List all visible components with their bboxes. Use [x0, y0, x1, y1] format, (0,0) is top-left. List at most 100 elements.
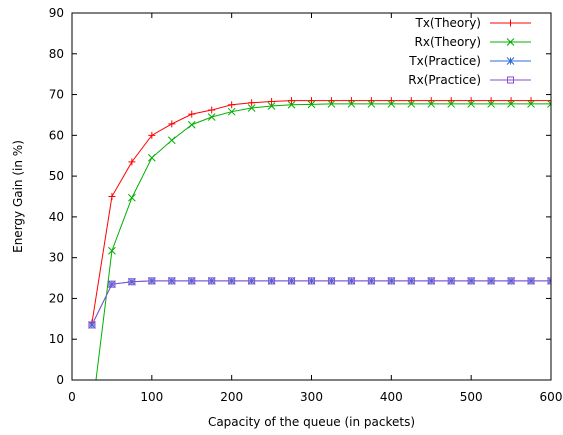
x-tick-label: 500: [460, 390, 483, 404]
x-tick-label: 200: [220, 390, 243, 404]
data-point: [487, 97, 495, 105]
data-point: [268, 97, 276, 105]
legend-label: Tx(Theory): [415, 16, 482, 30]
legend-label: Rx(Practice): [408, 73, 481, 87]
data-point: [367, 100, 376, 108]
data-point: [128, 278, 136, 286]
y-tick-label: 70: [49, 88, 64, 102]
data-point: [487, 100, 495, 108]
data-point: [268, 277, 276, 285]
data-point: [507, 97, 515, 105]
data-point: [108, 246, 116, 255]
data-point: [88, 321, 96, 329]
data-point: [467, 97, 475, 105]
data-point: [108, 193, 116, 200]
data-point: [447, 277, 455, 285]
legend-marker: [507, 76, 514, 84]
y-tick-label: 20: [49, 291, 64, 305]
data-point: [188, 277, 196, 285]
x-tick-label: 300: [300, 390, 323, 404]
series-rx-theory: [95, 100, 551, 380]
data-point: [327, 277, 335, 285]
data-point: [308, 277, 315, 285]
data-point: [547, 277, 551, 285]
data-point: [367, 277, 375, 285]
data-point: [168, 277, 176, 285]
data-point: [248, 99, 256, 107]
data-point: [128, 158, 136, 166]
legend: Tx(Theory) Rx(Theory) Tx(Practice) Rx(Pract…: [408, 16, 531, 87]
data-point: [407, 97, 415, 105]
x-tick-label: 400: [380, 390, 403, 404]
data-point: [327, 97, 335, 105]
data-point: [227, 107, 236, 116]
x-axis-label: Capacity of the queue (in packets): [208, 415, 415, 429]
y-axis-label: Energy Gain (in %): [11, 140, 25, 253]
data-point: [387, 100, 396, 108]
data-point: [467, 277, 475, 285]
data-point: [547, 97, 551, 105]
legend-marker: [506, 38, 515, 46]
data-point: [148, 277, 156, 285]
data-point: [507, 100, 515, 108]
y-tick-label: 90: [49, 6, 64, 20]
data-point: [467, 100, 476, 108]
data-point: [88, 321, 96, 329]
data-point: [527, 97, 535, 105]
data-point: [307, 100, 316, 109]
legend-label: Rx(Theory): [415, 35, 482, 49]
legend-label: Tx(Practice): [408, 54, 481, 68]
x-tick-label: 100: [140, 390, 163, 404]
y-tick-label: 40: [49, 210, 64, 224]
data-point: [427, 100, 436, 108]
data-point: [347, 277, 355, 285]
data-point: [167, 136, 176, 145]
data-point: [427, 277, 435, 285]
y-tick-label: 80: [49, 47, 64, 61]
data-point: [148, 131, 156, 139]
y-tick-label: 0: [56, 373, 64, 387]
y-tick-label: 60: [49, 128, 64, 142]
data-point: [247, 104, 256, 112]
data-point: [387, 97, 395, 105]
data-point: [487, 277, 495, 285]
data-point: [547, 100, 551, 108]
y-tick-label: 30: [49, 251, 64, 265]
plot-series: [88, 97, 551, 380]
y-tick-label: 50: [49, 169, 64, 183]
data-point: [287, 100, 296, 109]
data-point: [427, 97, 435, 105]
data-point: [308, 97, 315, 105]
data-point: [168, 120, 176, 128]
x-tick-label: 600: [540, 390, 563, 404]
data-point: [128, 193, 136, 202]
data-point: [208, 106, 216, 114]
data-point: [447, 100, 456, 108]
data-point: [527, 277, 535, 285]
data-point: [147, 153, 156, 162]
data-point: [507, 277, 515, 285]
data-point: [527, 100, 535, 108]
data-point: [188, 110, 196, 118]
data-point: [228, 277, 236, 285]
data-point: [347, 97, 355, 105]
data-point: [267, 102, 276, 110]
data-point: [327, 100, 336, 108]
data-point: [288, 277, 296, 285]
data-point: [387, 277, 395, 285]
data-point: [248, 277, 256, 285]
x-tick-label: 0: [68, 390, 76, 404]
data-point: [228, 101, 236, 109]
data-point: [447, 97, 455, 105]
data-point: [288, 97, 296, 105]
y-tick-label: 10: [49, 332, 64, 346]
plot-frame: [71, 12, 552, 381]
tick-labels: 0 100 200 300 400 500 600 0 10 20 30 40 50 60 70 80 90: [49, 6, 563, 404]
data-point: [367, 97, 375, 105]
data-point: [187, 120, 196, 129]
data-point: [108, 280, 116, 288]
series-rx-practice: [88, 277, 551, 329]
data-point: [407, 277, 415, 285]
